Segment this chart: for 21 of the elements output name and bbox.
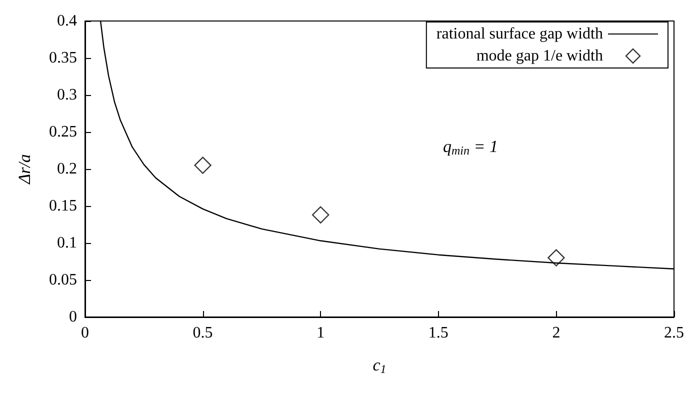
point xyxy=(548,249,565,266)
y-tick-label: 0.15 xyxy=(49,198,77,214)
y-tick-label: 0 xyxy=(69,308,77,326)
y-tick-label: 0.4 xyxy=(57,12,77,30)
y-tick-label: 0.05 xyxy=(49,272,77,288)
legend-label: mode gap 1/e width xyxy=(476,48,603,64)
x-tick-label: 2.5 xyxy=(664,324,684,342)
y-tick-label: 0.25 xyxy=(49,124,77,140)
y-axis-title: Δr/a xyxy=(15,154,34,185)
x-tick-label: 1 xyxy=(316,324,325,342)
y-tick-label: 0.1 xyxy=(57,234,77,252)
x-tick-label: 2 xyxy=(552,324,560,342)
x-tick-label: 0 xyxy=(81,324,89,342)
y-tick-label: 0.35 xyxy=(49,50,77,66)
x-tick-label: 0.5 xyxy=(192,324,213,342)
point xyxy=(312,206,330,224)
x-tick-label: 1.5 xyxy=(428,324,448,342)
point xyxy=(194,156,212,174)
legend-label: rational surface gap width xyxy=(436,26,603,42)
y-tick-label: 0.2 xyxy=(57,160,77,178)
y-tick-label: 0.3 xyxy=(57,86,77,104)
